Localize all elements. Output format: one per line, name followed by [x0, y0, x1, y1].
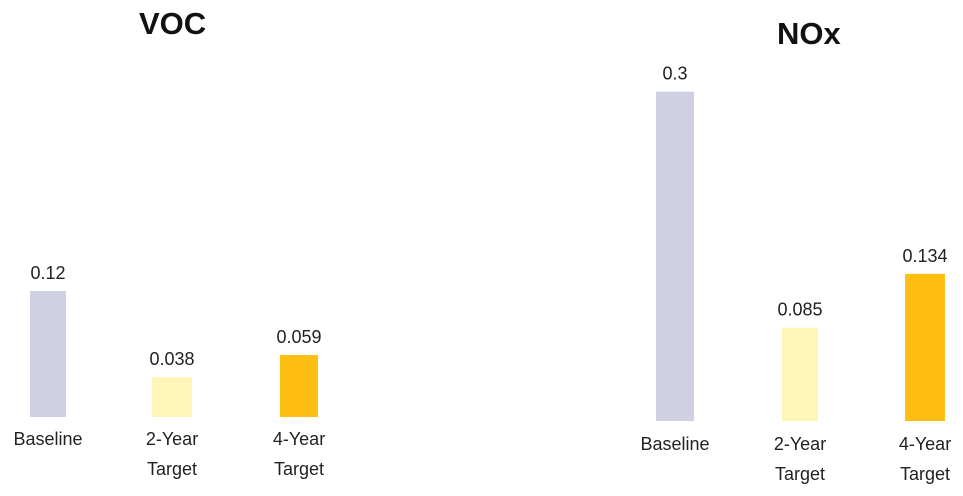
nox-bar-2-year-target — [782, 327, 818, 421]
voc-value-label-baseline: 0.12 — [30, 263, 65, 283]
nox-category-label-baseline: Baseline — [640, 434, 709, 454]
nox-value-label-4-year-target: 0.134 — [902, 246, 947, 266]
nox-chart-title: NOx — [777, 16, 841, 51]
nox-value-label-baseline: 0.3 — [662, 64, 687, 84]
voc-chart-title: VOC — [139, 6, 207, 41]
nox-category-label-4-year-target: 4-Year Target — [899, 434, 951, 484]
voc-value-label-2-year-target: 0.038 — [149, 349, 194, 369]
nox-chart-plot: 0.3 Baseline 0.085 2-Year Target 0.134 4-Year T… — [640, 64, 951, 484]
nox-category-label-2-year-target: 2-Year Target — [774, 434, 826, 484]
nox-bar-baseline — [656, 91, 694, 421]
voc-bar-4-year-target — [280, 355, 318, 417]
nox-bar-4-year-target — [905, 273, 945, 421]
voc-category-label-baseline: Baseline — [13, 429, 82, 449]
voc-value-label-4-year-target: 0.059 — [276, 327, 321, 347]
voc-chart: VOC 0.12 Baseline 0.038 2-Year Target 0.059 4-… — [0, 0, 360, 496]
nox-value-label-2-year-target: 0.085 — [777, 300, 822, 320]
voc-bar-baseline — [30, 291, 66, 417]
voc-chart-plot: 0.12 Baseline 0.038 2-Year Target 0.059 4-Year… — [13, 263, 325, 479]
voc-bar-2-year-target — [152, 377, 192, 417]
voc-category-label-2-year-target: 2-Year Target — [146, 429, 198, 479]
voc-category-label-4-year-target: 4-Year Target — [273, 429, 325, 479]
nox-chart: NOx 0.3 Baseline 0.085 2-Year Target 0.134 4-Y… — [620, 0, 963, 496]
